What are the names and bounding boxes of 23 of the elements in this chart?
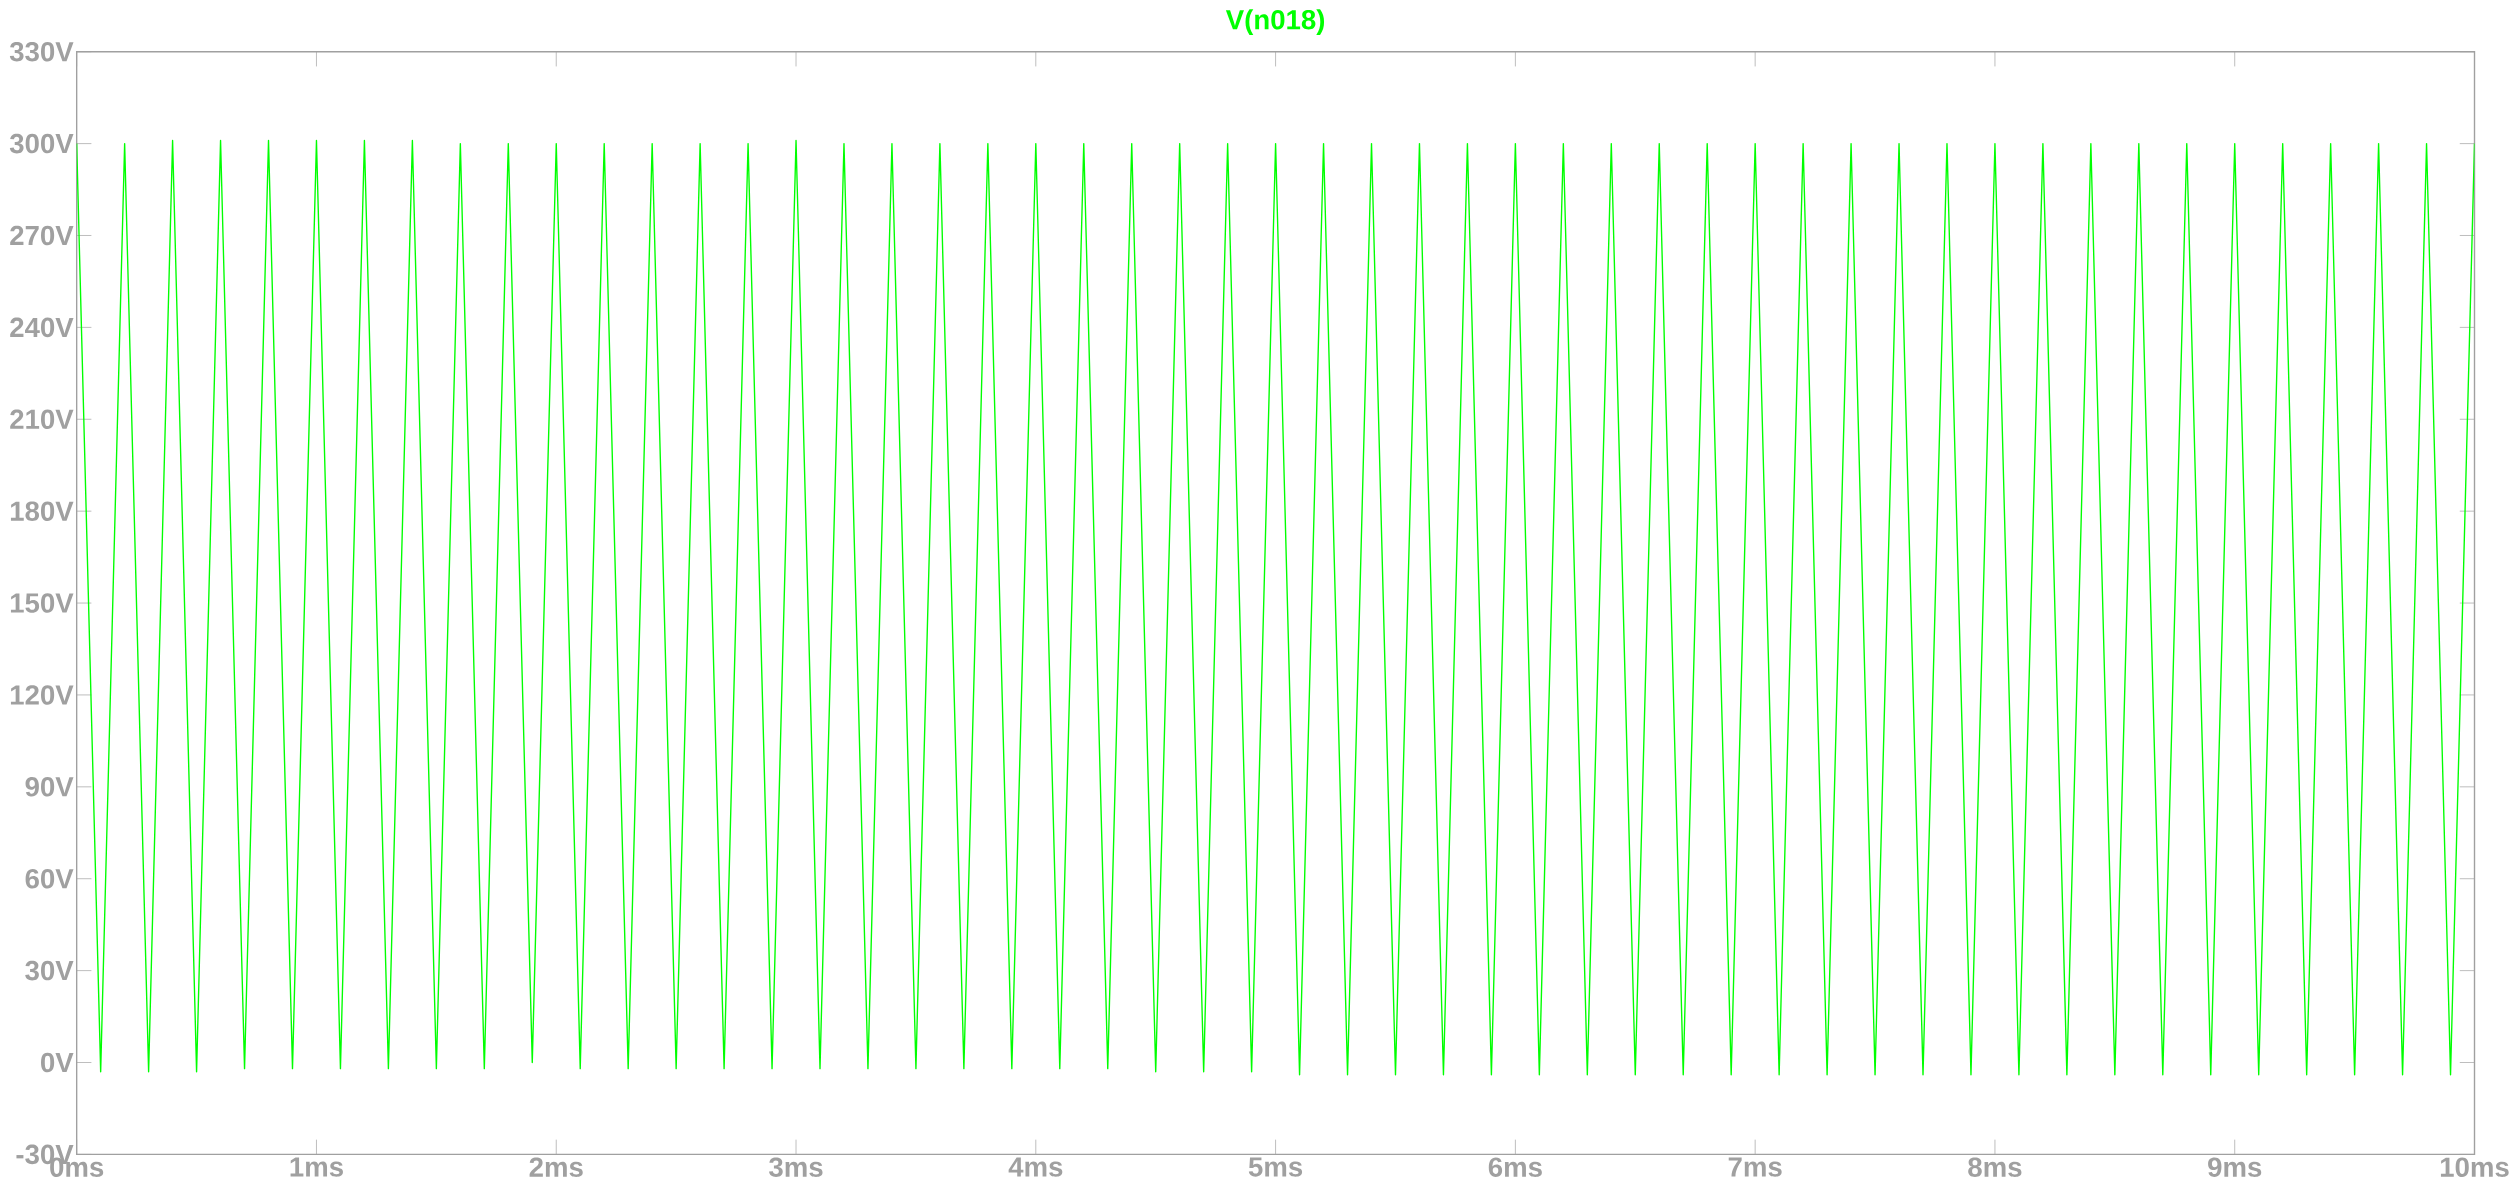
x-tick-label: 8ms bbox=[1968, 1157, 2022, 1178]
x-tick-label: 1ms bbox=[290, 1157, 343, 1177]
x-tick-label: 2ms bbox=[529, 1157, 583, 1178]
x-tick-label: 5ms bbox=[1248, 1157, 1303, 1177]
y-tick-label: 90V bbox=[25, 777, 74, 797]
x-tick-label: 7ms bbox=[1728, 1157, 1782, 1177]
x-tick-label: 10ms bbox=[2440, 1157, 2509, 1178]
x-tick-label: 3ms bbox=[769, 1157, 823, 1178]
x-tick-label: 9ms bbox=[2208, 1157, 2262, 1178]
y-tick-label: 0V bbox=[41, 1052, 74, 1073]
y-tick-label: 240V bbox=[10, 317, 74, 338]
y-tick-label: 210V bbox=[10, 409, 74, 430]
x-tick-label: 6ms bbox=[1488, 1157, 1542, 1178]
y-tick-label: 330V bbox=[9, 42, 74, 62]
x-tick-label: 4ms bbox=[1008, 1157, 1063, 1177]
y-tick-label: 150V bbox=[10, 593, 74, 613]
y-tick-label: 30V bbox=[25, 960, 74, 981]
y-tick-label: 300V bbox=[9, 133, 74, 154]
y-tick-label: 120V bbox=[10, 685, 74, 705]
y-tick-label: 270V bbox=[10, 225, 74, 246]
y-tick-label: 60V bbox=[25, 869, 74, 889]
chart-title: V(n018) bbox=[1225, 9, 1325, 36]
y-tick-label: 180V bbox=[10, 501, 74, 522]
